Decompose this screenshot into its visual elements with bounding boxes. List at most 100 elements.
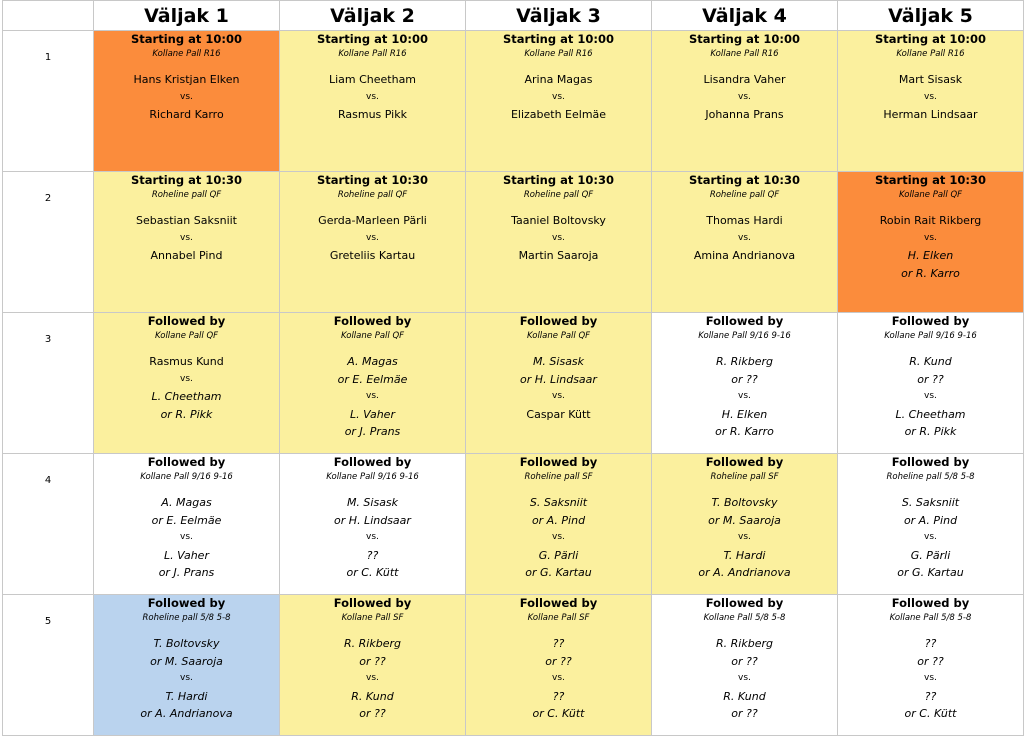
versus-label: vs. bbox=[738, 91, 751, 102]
court-header-4: Väljak 4 bbox=[652, 0, 838, 31]
match-time: Starting at 10:30 bbox=[689, 173, 800, 187]
match-time: Followed by bbox=[147, 455, 226, 469]
match-venue: Kollane Pall R16 bbox=[896, 49, 965, 59]
versus-label: vs. bbox=[180, 91, 193, 102]
player-one: R. Rikberg bbox=[716, 637, 773, 650]
spacer bbox=[280, 628, 465, 635]
player-one: Sebastian Saksniit bbox=[135, 214, 237, 227]
match-time: Followed by bbox=[705, 596, 784, 610]
player-two: or A. Andrianova bbox=[140, 707, 233, 721]
match-time: Followed by bbox=[705, 314, 784, 328]
spacer bbox=[466, 628, 651, 635]
player-two: ?? bbox=[924, 689, 937, 703]
player-two: or R. Karro bbox=[715, 425, 774, 439]
round-number: 4 bbox=[2, 454, 94, 595]
match-time: Starting at 10:30 bbox=[317, 173, 428, 187]
versus-label: vs. bbox=[924, 232, 937, 243]
player-two: T. Hardi bbox=[723, 548, 766, 562]
player-two: or J. Prans bbox=[344, 425, 401, 439]
player-two: L. Cheetham bbox=[151, 390, 222, 404]
versus-label: vs. bbox=[366, 532, 379, 543]
player-two: L. Vaher bbox=[164, 548, 209, 562]
versus-label: vs. bbox=[738, 532, 751, 543]
player-one: Hans Kristjan Elken bbox=[133, 73, 240, 86]
match-time: Starting at 10:00 bbox=[503, 32, 614, 46]
match-venue: Kollane Pall R16 bbox=[338, 49, 407, 59]
match-time: Starting at 10:00 bbox=[131, 32, 242, 46]
player-one: S. Saksniit bbox=[901, 496, 960, 509]
player-two: or C. Kütt bbox=[904, 707, 957, 721]
versus-label: vs. bbox=[180, 532, 193, 543]
match-time: Followed by bbox=[891, 596, 970, 610]
match-cell: Starting at 10:00 Kollane Pall R16 Mart Si… bbox=[838, 31, 1024, 172]
round-number: 5 bbox=[2, 595, 94, 736]
match-venue: Kollane Pall QF bbox=[898, 190, 963, 200]
match-venue: Roheline pall QF bbox=[523, 190, 594, 200]
match-cell: Followed by Kollane Pall 9/16 9-16 M. Sisa… bbox=[280, 454, 466, 595]
match-venue: Roheline pall QF bbox=[151, 190, 222, 200]
match-time: Followed by bbox=[519, 596, 598, 610]
player-one: Gerda-Marleen Pärli bbox=[318, 214, 427, 227]
player-one: or E. Eelmäe bbox=[151, 513, 222, 527]
round-number: 3 bbox=[2, 313, 94, 454]
match-cell: Followed by Roheline pall 5/8 5-8 T. Bolto… bbox=[94, 595, 280, 736]
match-cell: Followed by Kollane Pall 9/16 9-16 R. Kund… bbox=[838, 313, 1024, 454]
player-one: R. Rikberg bbox=[716, 355, 773, 368]
court-header-5: Väljak 5 bbox=[838, 0, 1024, 31]
player-two: Greteliis Kartau bbox=[329, 249, 416, 263]
match-time: Starting at 10:30 bbox=[131, 173, 242, 187]
court-header-3: Väljak 3 bbox=[466, 0, 652, 31]
match-cell: Followed by Kollane Pall 9/16 9-16 R. Rikb… bbox=[652, 313, 838, 454]
player-two: G. Pärli bbox=[538, 548, 579, 562]
match-time: Followed by bbox=[891, 314, 970, 328]
versus-label: vs. bbox=[180, 373, 193, 384]
match-cell: Starting at 10:00 Kollane Pall R16 Lisandr… bbox=[652, 31, 838, 172]
versus-label: vs. bbox=[366, 673, 379, 684]
versus-label: vs. bbox=[366, 391, 379, 402]
match-cell: Followed by Roheline pall SF T. Boltovsky o… bbox=[652, 454, 838, 595]
spacer bbox=[652, 205, 837, 212]
round-number: 2 bbox=[2, 172, 94, 313]
versus-label: vs. bbox=[924, 391, 937, 402]
round-number: 1 bbox=[2, 31, 94, 172]
spacer bbox=[838, 487, 1023, 494]
player-two: Annabel Pind bbox=[150, 249, 223, 263]
player-one: Liam Cheetham bbox=[328, 73, 417, 86]
match-venue: Kollane Pall QF bbox=[526, 331, 591, 341]
spacer bbox=[466, 205, 651, 212]
player-two: or G. Kartau bbox=[525, 566, 592, 580]
player-two: ?? bbox=[552, 689, 565, 703]
versus-label: vs. bbox=[738, 232, 751, 243]
match-cell: Starting at 10:30 Kollane Pall QF Robin Ra… bbox=[838, 172, 1024, 313]
spacer bbox=[652, 346, 837, 353]
player-one: T. Boltovsky bbox=[711, 496, 778, 509]
spacer bbox=[280, 205, 465, 212]
match-venue: Roheline pall 5/8 5-8 bbox=[886, 472, 975, 482]
player-one: or A. Pind bbox=[903, 513, 958, 527]
player-one: or ?? bbox=[917, 654, 944, 668]
versus-label: vs. bbox=[552, 391, 565, 402]
match-venue: Roheline pall 5/8 5-8 bbox=[142, 613, 231, 623]
player-two: or R. Karro bbox=[901, 266, 960, 280]
player-one: A. Magas bbox=[347, 355, 398, 368]
player-one: M. Sisask bbox=[532, 355, 585, 368]
versus-label: vs. bbox=[180, 232, 193, 243]
versus-label: vs. bbox=[552, 673, 565, 684]
spacer bbox=[94, 64, 279, 71]
match-venue: Kollane Pall 9/16 9-16 bbox=[326, 472, 419, 482]
versus-label: vs. bbox=[738, 673, 751, 684]
match-venue: Kollane Pall QF bbox=[154, 331, 219, 341]
player-two: or C. Kütt bbox=[346, 566, 399, 580]
spacer bbox=[94, 205, 279, 212]
match-venue: Kollane Pall 9/16 9-16 bbox=[140, 472, 233, 482]
match-venue: Kollane Pall 5/8 5-8 bbox=[889, 613, 972, 623]
match-cell: Followed by Kollane Pall 5/8 5-8 R. Rikber… bbox=[652, 595, 838, 736]
versus-label: vs. bbox=[180, 673, 193, 684]
player-one: or ?? bbox=[731, 654, 758, 668]
spacer bbox=[838, 628, 1023, 635]
player-one: ?? bbox=[552, 637, 565, 650]
match-venue: Kollane Pall 9/16 9-16 bbox=[884, 331, 977, 341]
player-two: or R. Pikk bbox=[160, 407, 213, 421]
player-two: Johanna Prans bbox=[705, 108, 784, 122]
